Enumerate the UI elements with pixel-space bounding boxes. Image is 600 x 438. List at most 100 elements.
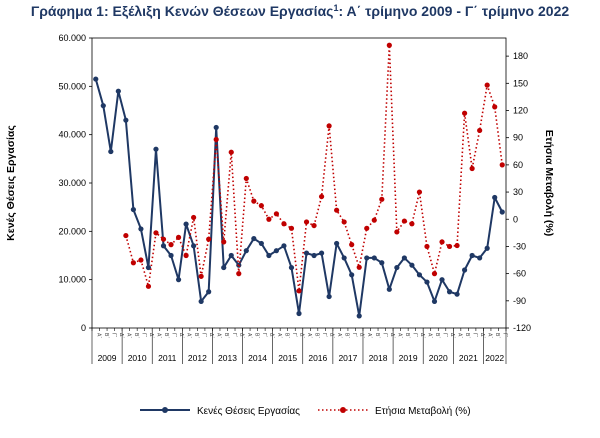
data-point	[228, 149, 234, 155]
year-label: 2016	[308, 353, 327, 363]
data-point	[281, 221, 287, 227]
y2-tick-label: -120	[513, 323, 531, 333]
data-point	[499, 162, 505, 168]
quarter-label: Δ΄	[208, 333, 214, 338]
y2-tick-label: 180	[513, 51, 528, 61]
data-point	[243, 175, 249, 182]
quarter-label: Γ΄	[411, 333, 417, 338]
quarter-label: Γ΄	[351, 333, 357, 338]
data-point	[469, 165, 475, 172]
data-point	[273, 248, 280, 254]
quarter-label: Δ΄	[329, 333, 335, 338]
quarter-label: Β΄	[193, 333, 199, 338]
data-point	[251, 198, 257, 204]
y2-tick-label: 90	[513, 133, 523, 143]
data-point	[168, 252, 174, 259]
quarter-label: Δ΄	[268, 333, 274, 338]
quarter-label: Α΄	[306, 333, 312, 338]
data-point	[198, 298, 204, 305]
quarter-label: Γ΄	[502, 333, 508, 338]
quarter-label: Β΄	[223, 333, 229, 338]
year-label: 2019	[399, 353, 418, 363]
data-point	[477, 127, 483, 134]
data-point	[266, 216, 272, 222]
y2-tick-label: -60	[513, 269, 526, 279]
x-axis-ticks	[91, 328, 507, 331]
quarter-label: Α΄	[336, 333, 342, 338]
data-point	[416, 189, 423, 195]
data-point	[213, 136, 219, 143]
data-point	[138, 226, 144, 232]
year-label: 2014	[248, 353, 267, 363]
year-label: 2017	[338, 353, 357, 363]
data-point	[296, 288, 302, 294]
data-point	[281, 243, 287, 249]
quarter-label: Β΄	[314, 333, 320, 338]
data-point	[145, 283, 152, 289]
quarter-label: Β΄	[163, 333, 169, 338]
y2-tick-label: 0	[513, 214, 518, 224]
quarter-label: Α΄	[95, 333, 101, 338]
data-point	[266, 252, 272, 259]
data-point	[123, 117, 129, 123]
year-label: 2009	[98, 353, 117, 363]
data-point	[100, 103, 106, 109]
y2-tick-label: 150	[513, 78, 528, 88]
data-point	[175, 277, 182, 283]
data-point	[484, 245, 490, 251]
quarter-label: Α΄	[276, 333, 282, 338]
data-point	[326, 293, 332, 300]
data-point	[469, 252, 475, 259]
data-point	[334, 240, 340, 247]
quarter-label: Δ΄	[389, 333, 395, 338]
data-point	[191, 214, 197, 221]
quarter-label: Β΄	[464, 333, 470, 338]
data-point	[431, 271, 438, 277]
y-tick-label: 40.000	[58, 130, 86, 140]
legend-item-annual-change: Ετήσια Μεταβολή (%)	[318, 405, 471, 417]
data-point	[424, 243, 430, 250]
data-point	[183, 221, 189, 227]
quarter-label: Β΄	[344, 333, 350, 338]
quarter-label: Β΄	[253, 333, 259, 338]
year-labels: 2009 2010 2011 2012 2013 2014 2015 2016 2017 2018…	[91, 328, 507, 364]
data-point	[160, 243, 167, 249]
quarter-label: Δ΄	[238, 333, 244, 338]
year-label: 2011	[158, 353, 177, 363]
quarter-label: Β΄	[374, 333, 380, 338]
quarter-label: Β΄	[404, 333, 410, 338]
data-point	[191, 243, 197, 249]
data-point	[213, 124, 219, 131]
data-point	[492, 194, 498, 201]
y2-tick-label: 30	[513, 187, 523, 197]
data-point	[153, 146, 159, 152]
data-point	[93, 76, 99, 82]
data-point	[454, 291, 460, 297]
legend-item-vacancies: Κενές Θέσεις Εργασίας	[140, 405, 300, 417]
y-axis-left: 0 10.000 20.000 30.000 40.000 50.000 60.000	[58, 33, 92, 333]
data-point	[311, 222, 317, 229]
chart-title: Γράφημα 1: Εξέλιξη Κενών Θέσεων Εργασίας…	[31, 3, 570, 19]
y-tick-label: 50.000	[58, 81, 86, 91]
data-point	[251, 235, 257, 242]
y-tick-label: 10.000	[58, 275, 86, 285]
data-point	[206, 289, 212, 295]
quarter-label: Δ΄	[178, 333, 184, 338]
quarter-label: Β΄	[103, 333, 109, 338]
year-label: 2020	[429, 353, 448, 363]
quarter-label: Β΄	[434, 333, 440, 338]
data-point	[130, 260, 136, 266]
data-point	[206, 236, 212, 242]
y-axis-right: -120 -90 -60 -30 0 30 60 90 120 150 180	[506, 51, 531, 333]
data-point	[446, 289, 453, 295]
quarter-label: Α΄	[487, 333, 493, 338]
data-point	[221, 264, 227, 271]
data-point	[288, 225, 295, 231]
data-point	[356, 313, 362, 319]
data-point	[499, 209, 505, 215]
quarter-label: Α΄	[216, 333, 222, 338]
data-point	[446, 243, 453, 250]
quarter-label: Α΄	[186, 333, 192, 338]
quarter-label: Γ΄	[381, 333, 387, 338]
